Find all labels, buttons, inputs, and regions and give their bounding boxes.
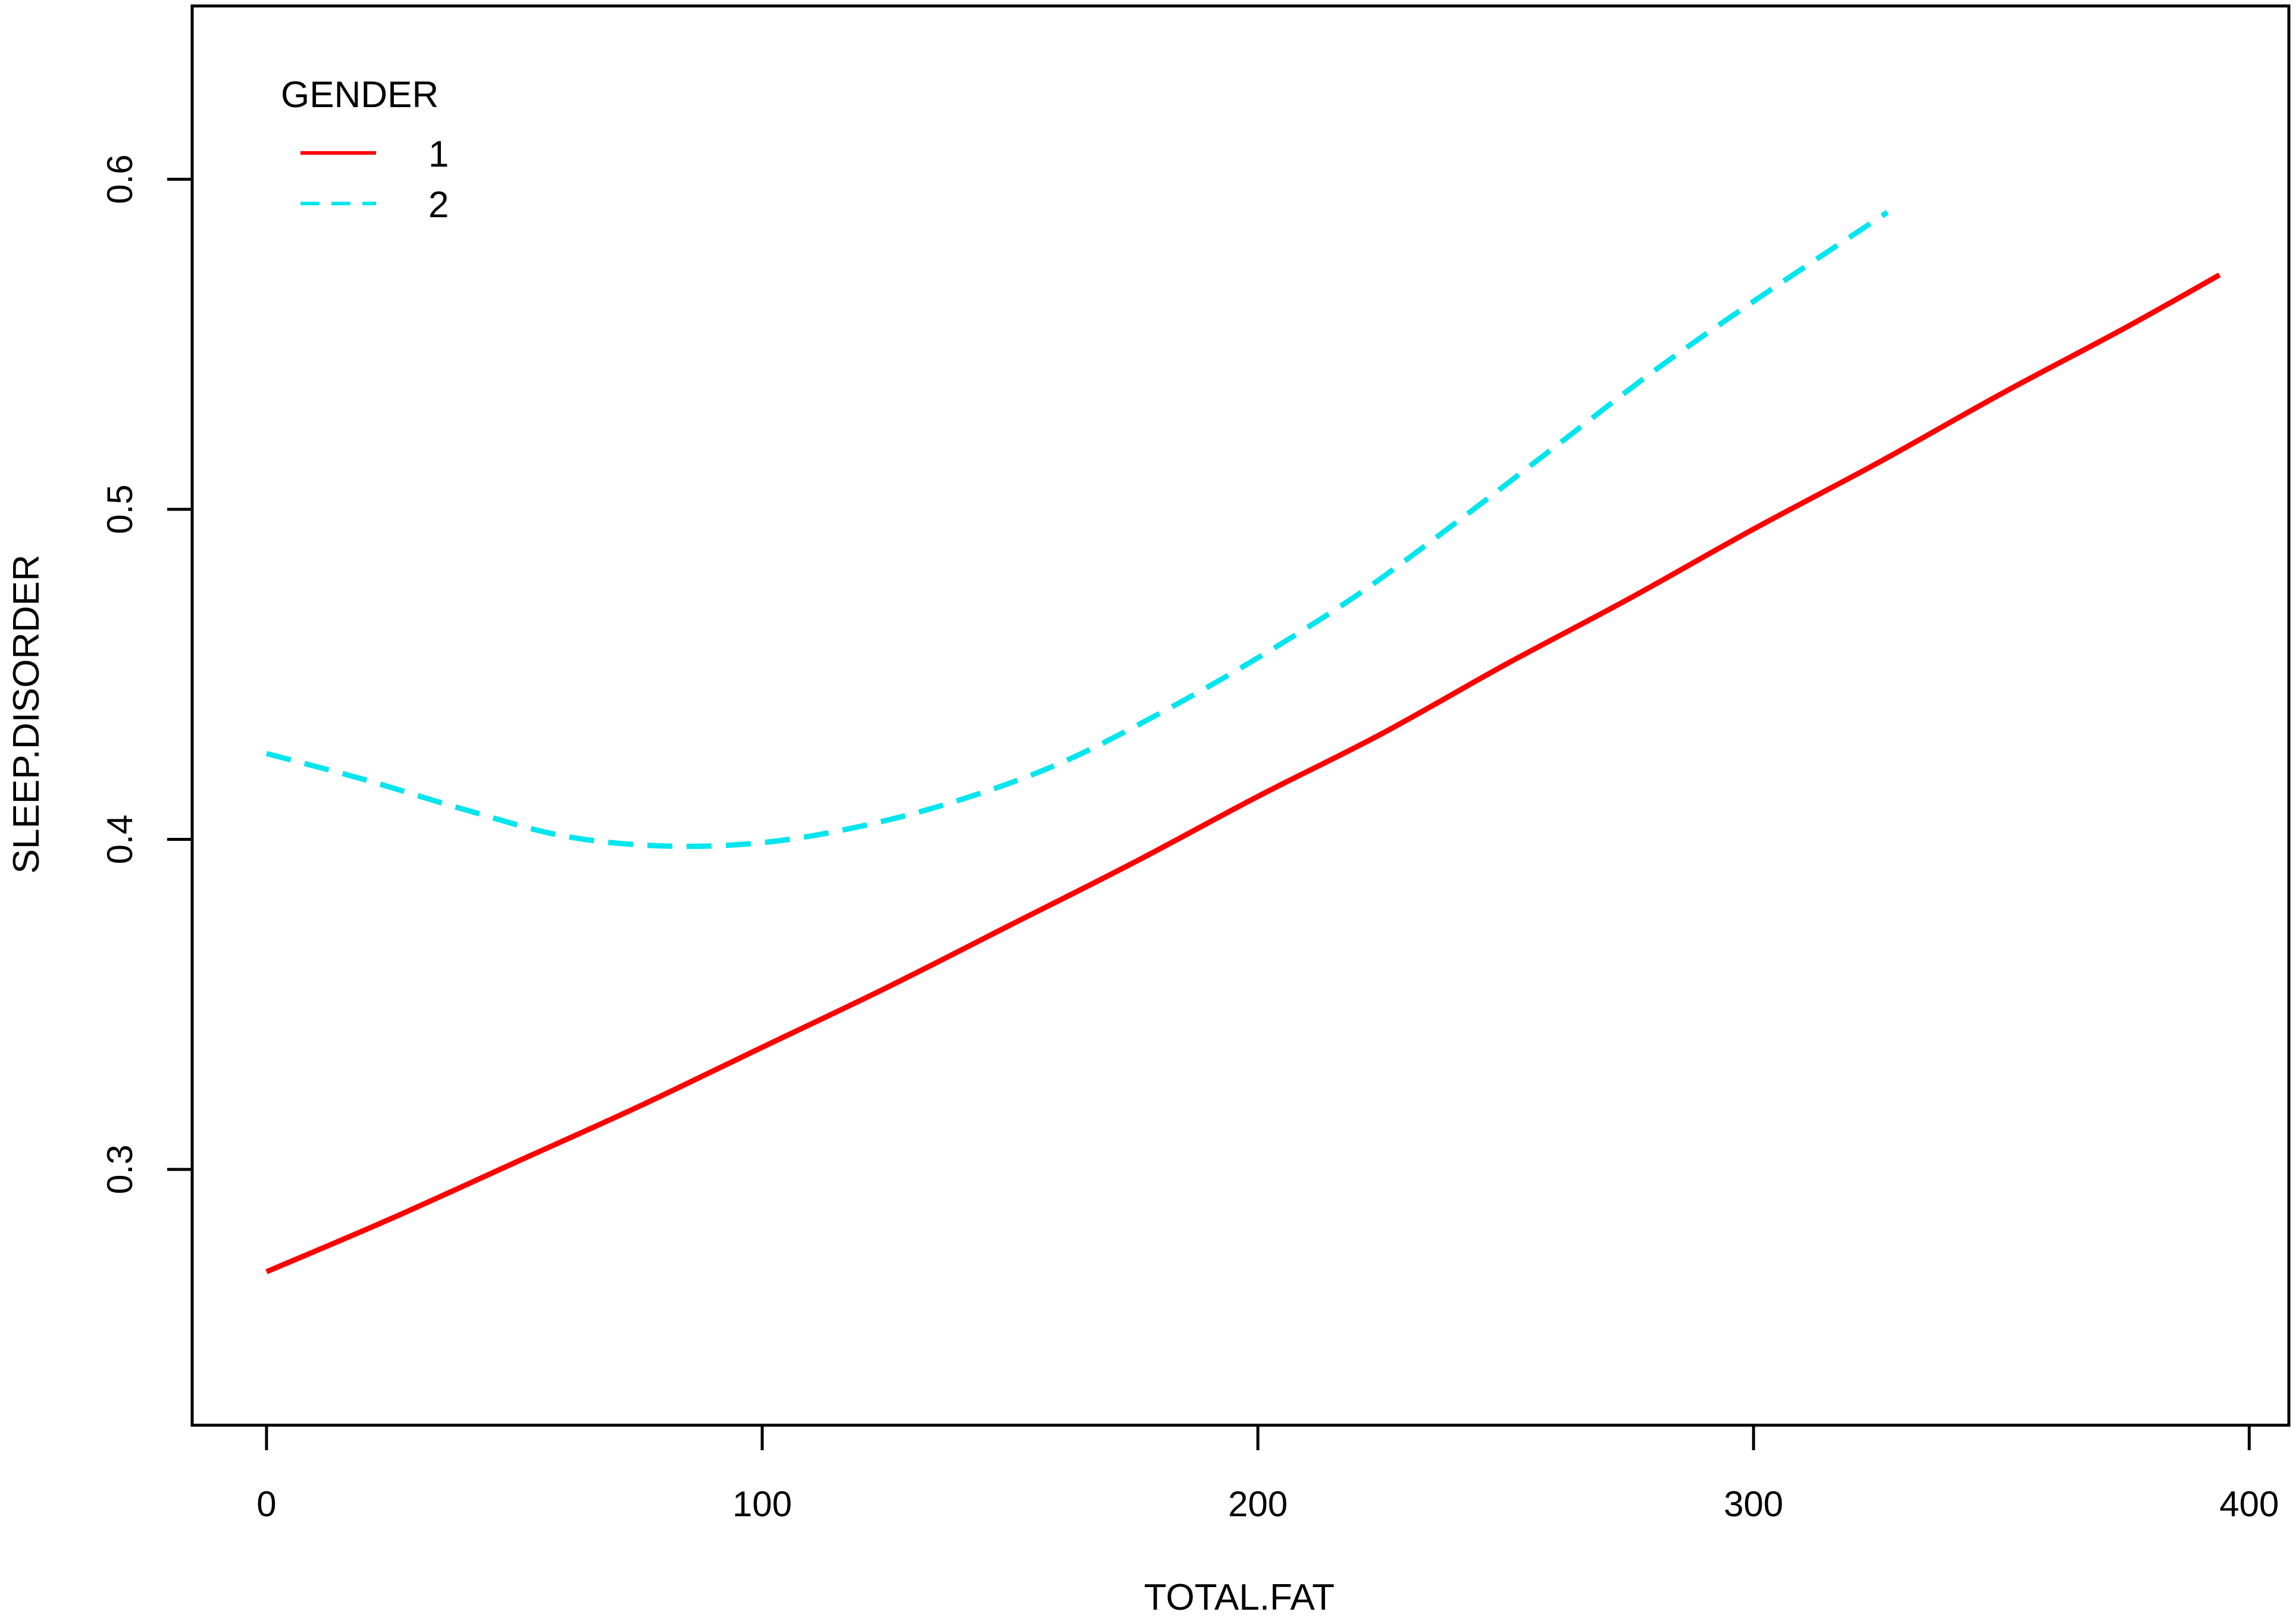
x-tick-label: 400	[2219, 1484, 2279, 1524]
legend-title: GENDER	[281, 74, 438, 115]
series-line-1	[265, 273, 2221, 1275]
y-tick-label: 0.5	[100, 484, 140, 534]
x-tick-label: 300	[1724, 1484, 1783, 1524]
legend: GENDER 1 2	[281, 74, 449, 226]
x-tick-label: 100	[732, 1484, 792, 1524]
x-tick-label: 200	[1228, 1484, 1288, 1524]
plot-frame	[190, 4, 2291, 1427]
y-tick-label: 0.6	[100, 154, 140, 204]
series-layer	[265, 209, 2221, 1275]
y-axis-title: SLEEP.DISORDER	[6, 555, 47, 874]
y-tick-label: 0.4	[100, 815, 140, 864]
legend-label-series-2: 2	[428, 184, 449, 226]
y-tick-label: 0.3	[100, 1144, 140, 1194]
x-tick-label: 0	[256, 1484, 276, 1524]
y-axis: 0.3 0.4 0.5 0.6	[100, 154, 194, 1194]
legend-label-series-1: 1	[428, 134, 449, 175]
x-axis-title: TOTAL.FAT	[1144, 1577, 1335, 1618]
x-axis: 0 100 200 300 400	[256, 1423, 2279, 1524]
series-line-2	[265, 209, 1889, 849]
